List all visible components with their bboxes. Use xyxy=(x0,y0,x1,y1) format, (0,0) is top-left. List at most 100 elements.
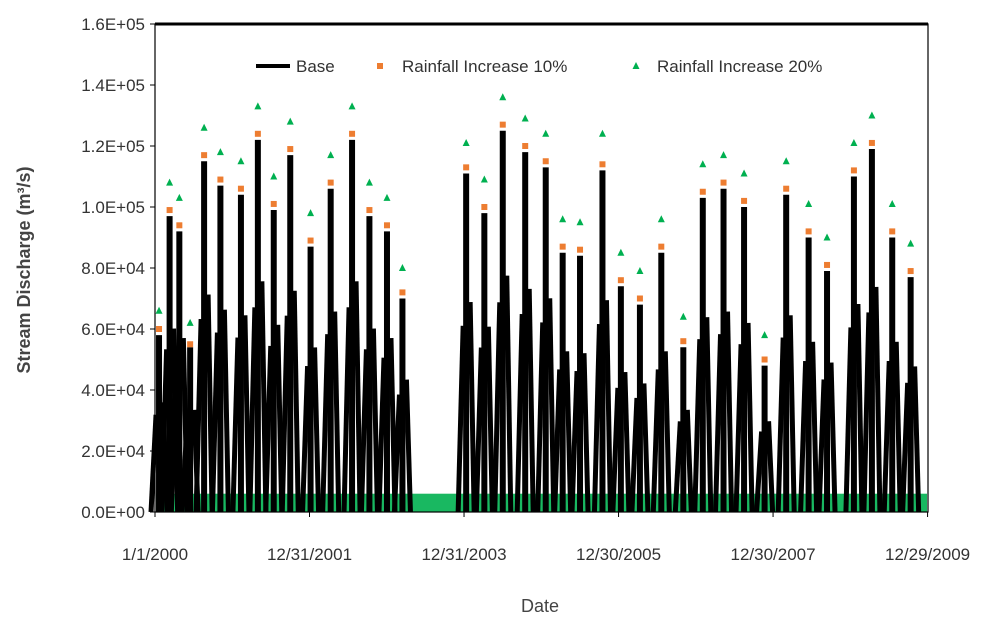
rain10-point xyxy=(217,176,224,183)
rain10-point xyxy=(187,341,194,348)
base-peak-shoulder xyxy=(881,360,892,513)
base-peak-shoulder xyxy=(733,344,744,513)
rain10-point xyxy=(889,228,896,235)
base-peak-shoulder xyxy=(341,307,352,513)
rain20-point xyxy=(155,306,163,314)
rain20-point xyxy=(823,233,831,241)
base-peak-shoulder xyxy=(332,311,342,513)
rain20-point xyxy=(782,157,790,165)
base-peak-shoulder xyxy=(300,365,311,513)
rain20-point xyxy=(254,102,262,110)
base-peak-shoulder xyxy=(535,322,546,513)
base-peak-shoulder xyxy=(912,366,922,513)
base-peak-shoulder xyxy=(552,369,563,513)
base-peak-shoulder xyxy=(855,303,865,513)
rain10-point xyxy=(720,179,727,186)
rain20-point xyxy=(398,264,406,271)
rain10-point xyxy=(463,164,470,171)
y-axis-title: Stream Discharge (m³/s) xyxy=(14,166,34,373)
base-peak-shoulder xyxy=(247,307,258,513)
rain10-point xyxy=(824,261,831,268)
rain10-point xyxy=(599,161,606,168)
base-peak-shoulder xyxy=(810,341,820,513)
rain20-point xyxy=(740,169,748,177)
rain20-point xyxy=(699,160,707,168)
base-peak-shoulder xyxy=(873,286,883,513)
base-peak-shoulder xyxy=(547,298,557,513)
base-peak-shoulder xyxy=(179,421,190,513)
rain20-point xyxy=(805,199,813,207)
base-peak-shoulder xyxy=(221,309,231,513)
base-peak-shoulder xyxy=(828,362,838,513)
x-tick-label: 12/31/2003 xyxy=(421,545,506,564)
base-peak-shoulder xyxy=(766,421,776,513)
rain20-point xyxy=(480,175,488,183)
rain10-point xyxy=(559,243,566,250)
rain20-point xyxy=(200,123,208,131)
rain10-point xyxy=(307,237,314,244)
rain20-point xyxy=(761,331,769,339)
legend-rain20-label: Rainfall Increase 20% xyxy=(657,57,822,76)
rain20-point xyxy=(559,215,567,223)
rain10-point xyxy=(636,295,643,302)
base-peak-shoulder xyxy=(745,322,755,513)
rain20-point xyxy=(365,178,373,186)
x-tick-label: 12/30/2005 xyxy=(576,545,661,564)
legend-rain10-label: Rainfall Increase 10% xyxy=(402,57,567,76)
rain20-point xyxy=(270,172,278,180)
rain20-point xyxy=(286,117,294,125)
y-tick-label: 0.0E+00 xyxy=(81,503,145,522)
rain20-point xyxy=(850,138,858,146)
base-peak-shoulder xyxy=(843,327,854,513)
base-peak-shoulder xyxy=(629,397,640,513)
rain10-point xyxy=(366,207,373,214)
base-peak-shoulder xyxy=(455,325,466,513)
rain20-point xyxy=(679,312,687,320)
legend: Base Rainfall Increase 10% Rainfall Increa… xyxy=(256,57,822,76)
rain10-point xyxy=(542,158,549,165)
base-peak-shoulder xyxy=(193,319,204,513)
y-tick-label: 2.0E+04 xyxy=(81,442,145,461)
rain10-point xyxy=(783,185,790,192)
base-peak-shoulder xyxy=(684,409,694,513)
base-peak-shoulder xyxy=(692,339,703,513)
base-peak-shoulder xyxy=(279,315,290,513)
rain20-point xyxy=(598,129,606,137)
base-peak-shoulder xyxy=(358,349,369,513)
base-peak-shoulder xyxy=(704,317,714,513)
rain20-point xyxy=(348,102,356,110)
base-peak-shoulder xyxy=(581,353,591,513)
rain20-point xyxy=(617,248,625,256)
rain20-point xyxy=(521,114,529,122)
base-peak-shoulder xyxy=(485,326,495,513)
legend-base-label: Base xyxy=(296,57,335,76)
base-peak-shoulder xyxy=(492,302,503,513)
base-peak-shoulder xyxy=(209,332,220,513)
base-peak-shoulder xyxy=(787,315,797,513)
rain10-point xyxy=(699,188,706,195)
rain10-point xyxy=(237,185,244,192)
x-axis-title: Date xyxy=(521,596,559,616)
rain20-point xyxy=(720,151,728,159)
rain10-point xyxy=(156,326,163,332)
base-peak-shoulder xyxy=(353,281,363,513)
rain10-point xyxy=(761,356,768,363)
rain10-point xyxy=(522,143,529,149)
base-peak-shoulder xyxy=(591,324,602,513)
rain20-point xyxy=(237,157,245,165)
rain10-point xyxy=(270,200,277,207)
base-peak-shoulder xyxy=(514,313,525,513)
rain20-point xyxy=(383,193,391,201)
base-peak-shoulder xyxy=(473,347,484,513)
x-tick-label: 12/31/2001 xyxy=(267,545,352,564)
rain10-point xyxy=(741,197,748,204)
rain10-point xyxy=(850,167,857,174)
base-peak-shoulder xyxy=(312,347,322,513)
legend-rain20-swatch xyxy=(632,62,640,69)
rain10-point xyxy=(327,179,334,186)
rain10-point xyxy=(658,243,665,250)
rain20-point xyxy=(576,218,584,226)
base-peak-shoulder xyxy=(159,349,170,513)
